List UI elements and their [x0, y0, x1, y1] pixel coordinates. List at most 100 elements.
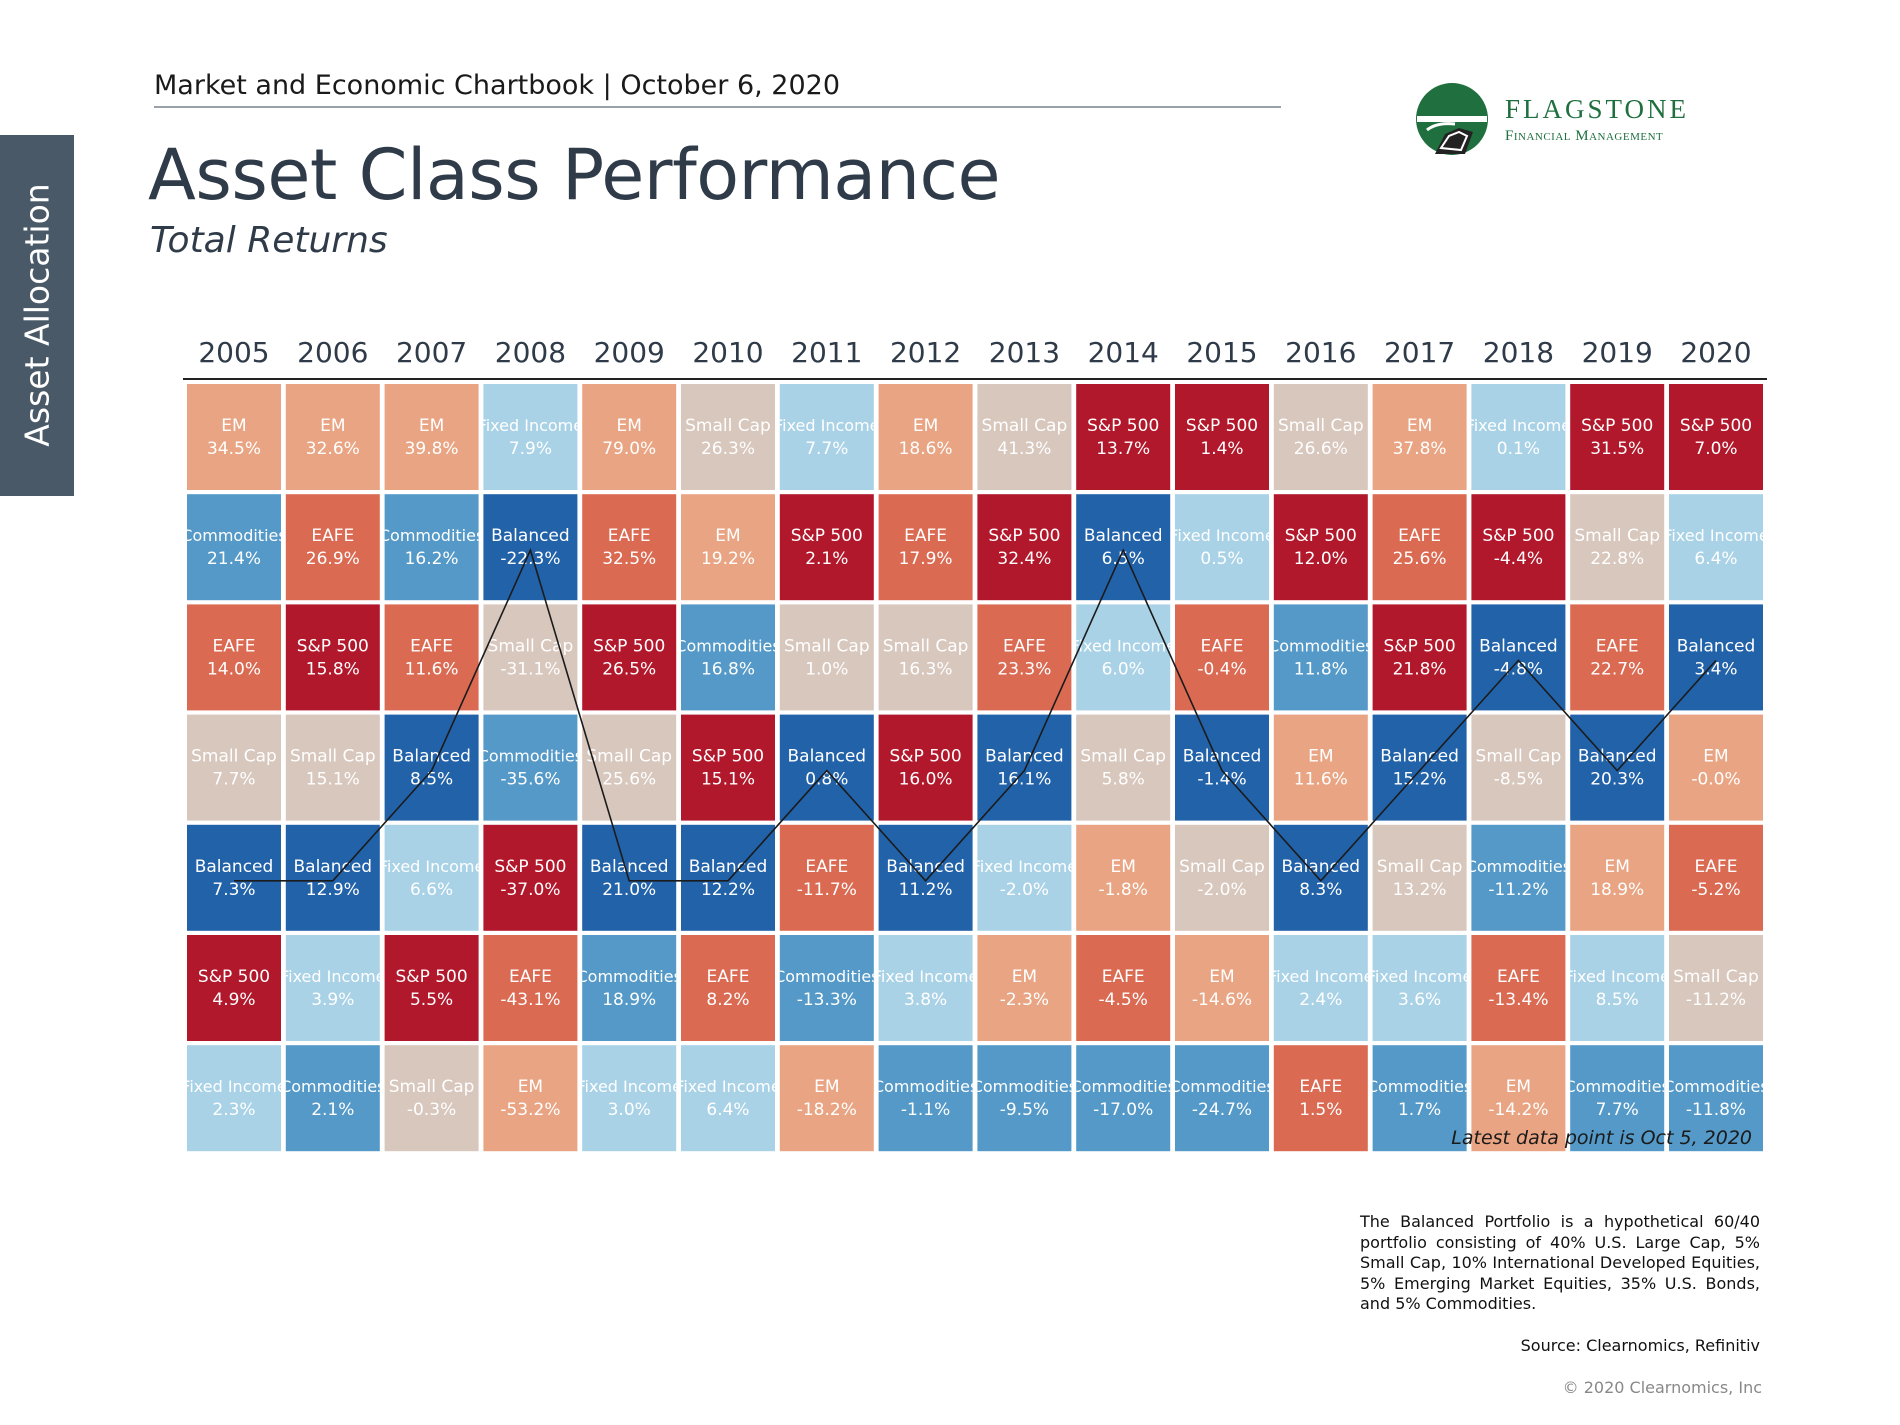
cell-balanced — [977, 714, 1072, 821]
cell-asset-label: EM — [814, 1077, 839, 1097]
cell-asset-label: S&P 500 — [890, 747, 962, 767]
cell-sp-500 — [1471, 494, 1566, 601]
cell-asset-label: S&P 500 — [1186, 416, 1258, 436]
cell-asset-label: EAFE — [1201, 636, 1244, 656]
cell-asset-label: EM — [221, 416, 246, 436]
cell-asset-label: EM — [1308, 747, 1333, 767]
cell-return-label: 34.5% — [207, 439, 261, 459]
cell-return-label: 13.7% — [1096, 439, 1150, 459]
cell-fixed-income — [1471, 384, 1566, 490]
year-label: 2010 — [692, 336, 763, 369]
source-note: Source: Clearnomics, Refinitiv — [1520, 1336, 1760, 1355]
cell-em — [1273, 714, 1368, 821]
cell-asset-label: Balanced — [590, 857, 669, 877]
cell-em — [681, 494, 775, 601]
cell-small-cap — [483, 604, 578, 711]
cell-return-label: -0.3% — [407, 1100, 456, 1120]
cell-balanced — [1076, 494, 1171, 601]
latest-data-annotation: Latest data point is Oct 5, 2020 — [1451, 1127, 1752, 1149]
cell-return-label: 6.5% — [1102, 549, 1145, 569]
cell-asset-label: EM — [616, 416, 641, 436]
cell-asset-label: Small Cap — [1179, 857, 1265, 877]
cell-asset-label: Balanced — [1183, 747, 1262, 767]
cell-sp-500 — [582, 604, 677, 711]
year-label: 2020 — [1680, 336, 1751, 369]
cell-return-label: 8.3% — [1299, 880, 1342, 900]
cell-fixed-income — [779, 384, 874, 490]
year-label: 2009 — [594, 336, 665, 369]
cell-fixed-income — [285, 935, 380, 1041]
cell-asset-label: S&P 500 — [1384, 636, 1456, 656]
cell-eafe — [187, 604, 281, 711]
cell-asset-label: EM — [1506, 1077, 1531, 1097]
cell-return-label: 6.0% — [1102, 659, 1145, 679]
cell-asset-label: Commodities — [1070, 1077, 1175, 1096]
cell-eafe — [384, 604, 479, 711]
chartbook-title: Market and Economic Chartbook | October … — [154, 70, 841, 101]
cell-asset-label: Commodities — [478, 747, 583, 766]
cell-return-label: 39.8% — [405, 439, 459, 459]
cell-asset-label: Fixed Income — [1564, 967, 1669, 986]
cell-asset-label: EAFE — [509, 967, 552, 987]
cell-return-label: 7.7% — [1596, 1100, 1639, 1120]
cell-asset-label: S&P 500 — [396, 967, 468, 987]
cell-return-label: -4.4% — [1494, 549, 1543, 569]
cell-return-label: 16.8% — [701, 659, 755, 679]
cell-return-label: -53.2% — [500, 1100, 560, 1120]
cell-return-label: -14.2% — [1488, 1100, 1548, 1120]
cell-asset-label: Fixed Income — [576, 1077, 681, 1096]
cell-fixed-income — [483, 384, 578, 490]
cell-return-label: 1.4% — [1200, 439, 1243, 459]
cell-return-label: -13.4% — [1488, 990, 1548, 1010]
cell-eafe — [977, 604, 1072, 711]
cell-return-label: 13.2% — [1393, 880, 1447, 900]
cell-return-label: -24.7% — [1192, 1100, 1252, 1120]
cell-return-label: -8.5% — [1494, 770, 1543, 790]
cell-asset-label: Fixed Income — [1070, 636, 1175, 655]
cell-asset-label: EM — [1110, 857, 1135, 877]
cell-asset-label: Fixed Income — [1169, 526, 1274, 545]
cell-sp-500 — [977, 494, 1072, 601]
logo-tagline: Financial Management — [1505, 128, 1664, 144]
cell-small-cap — [384, 1045, 479, 1152]
cell-commodities — [1076, 1045, 1171, 1152]
cell-return-label: -0.4% — [1197, 659, 1246, 679]
cell-balanced — [483, 494, 578, 601]
cell-eafe — [1175, 604, 1269, 711]
cell-return-label: 21.4% — [207, 549, 261, 569]
cell-em — [1471, 1045, 1566, 1152]
year-label: 2012 — [890, 336, 961, 369]
cell-asset-label: S&P 500 — [1680, 416, 1752, 436]
cell-balanced — [582, 824, 677, 931]
cell-asset-label: Balanced — [294, 857, 373, 877]
cell-asset-label: Fixed Income — [774, 416, 879, 435]
cell-asset-label: Small Cap — [1278, 416, 1364, 436]
cell-asset-label: EAFE — [1497, 967, 1540, 987]
cell-return-label: -14.6% — [1192, 990, 1252, 1010]
cell-return-label: 7.0% — [1694, 439, 1737, 459]
cell-em — [779, 1045, 874, 1152]
section-tab — [0, 135, 74, 496]
cell-return-label: -11.7% — [797, 880, 857, 900]
cell-fixed-income — [878, 935, 973, 1041]
cell-asset-label: Commodities — [181, 526, 286, 545]
cell-return-label: 5.5% — [410, 990, 453, 1010]
cell-asset-label: EAFE — [608, 526, 651, 546]
cell-return-label: 7.3% — [212, 880, 255, 900]
cell-asset-label: Small Cap — [1574, 526, 1660, 546]
cell-return-label: 12.9% — [306, 880, 360, 900]
cell-asset-label: Fixed Income — [1663, 526, 1768, 545]
cell-em — [1669, 714, 1763, 821]
cell-em — [1372, 384, 1467, 490]
cell-return-label: -1.1% — [901, 1100, 950, 1120]
cell-small-cap — [1372, 824, 1467, 931]
year-label: 2005 — [198, 336, 269, 369]
cell-asset-label: Balanced — [1380, 747, 1459, 767]
cell-return-label: 16.0% — [899, 770, 953, 790]
cell-return-label: 20.3% — [1590, 770, 1644, 790]
cell-fixed-income — [1669, 494, 1763, 601]
cell-fixed-income — [582, 1045, 677, 1152]
cell-return-label: 8.2% — [706, 990, 749, 1010]
cell-asset-label: Commodities — [972, 1077, 1077, 1096]
cell-return-label: 26.9% — [306, 549, 360, 569]
